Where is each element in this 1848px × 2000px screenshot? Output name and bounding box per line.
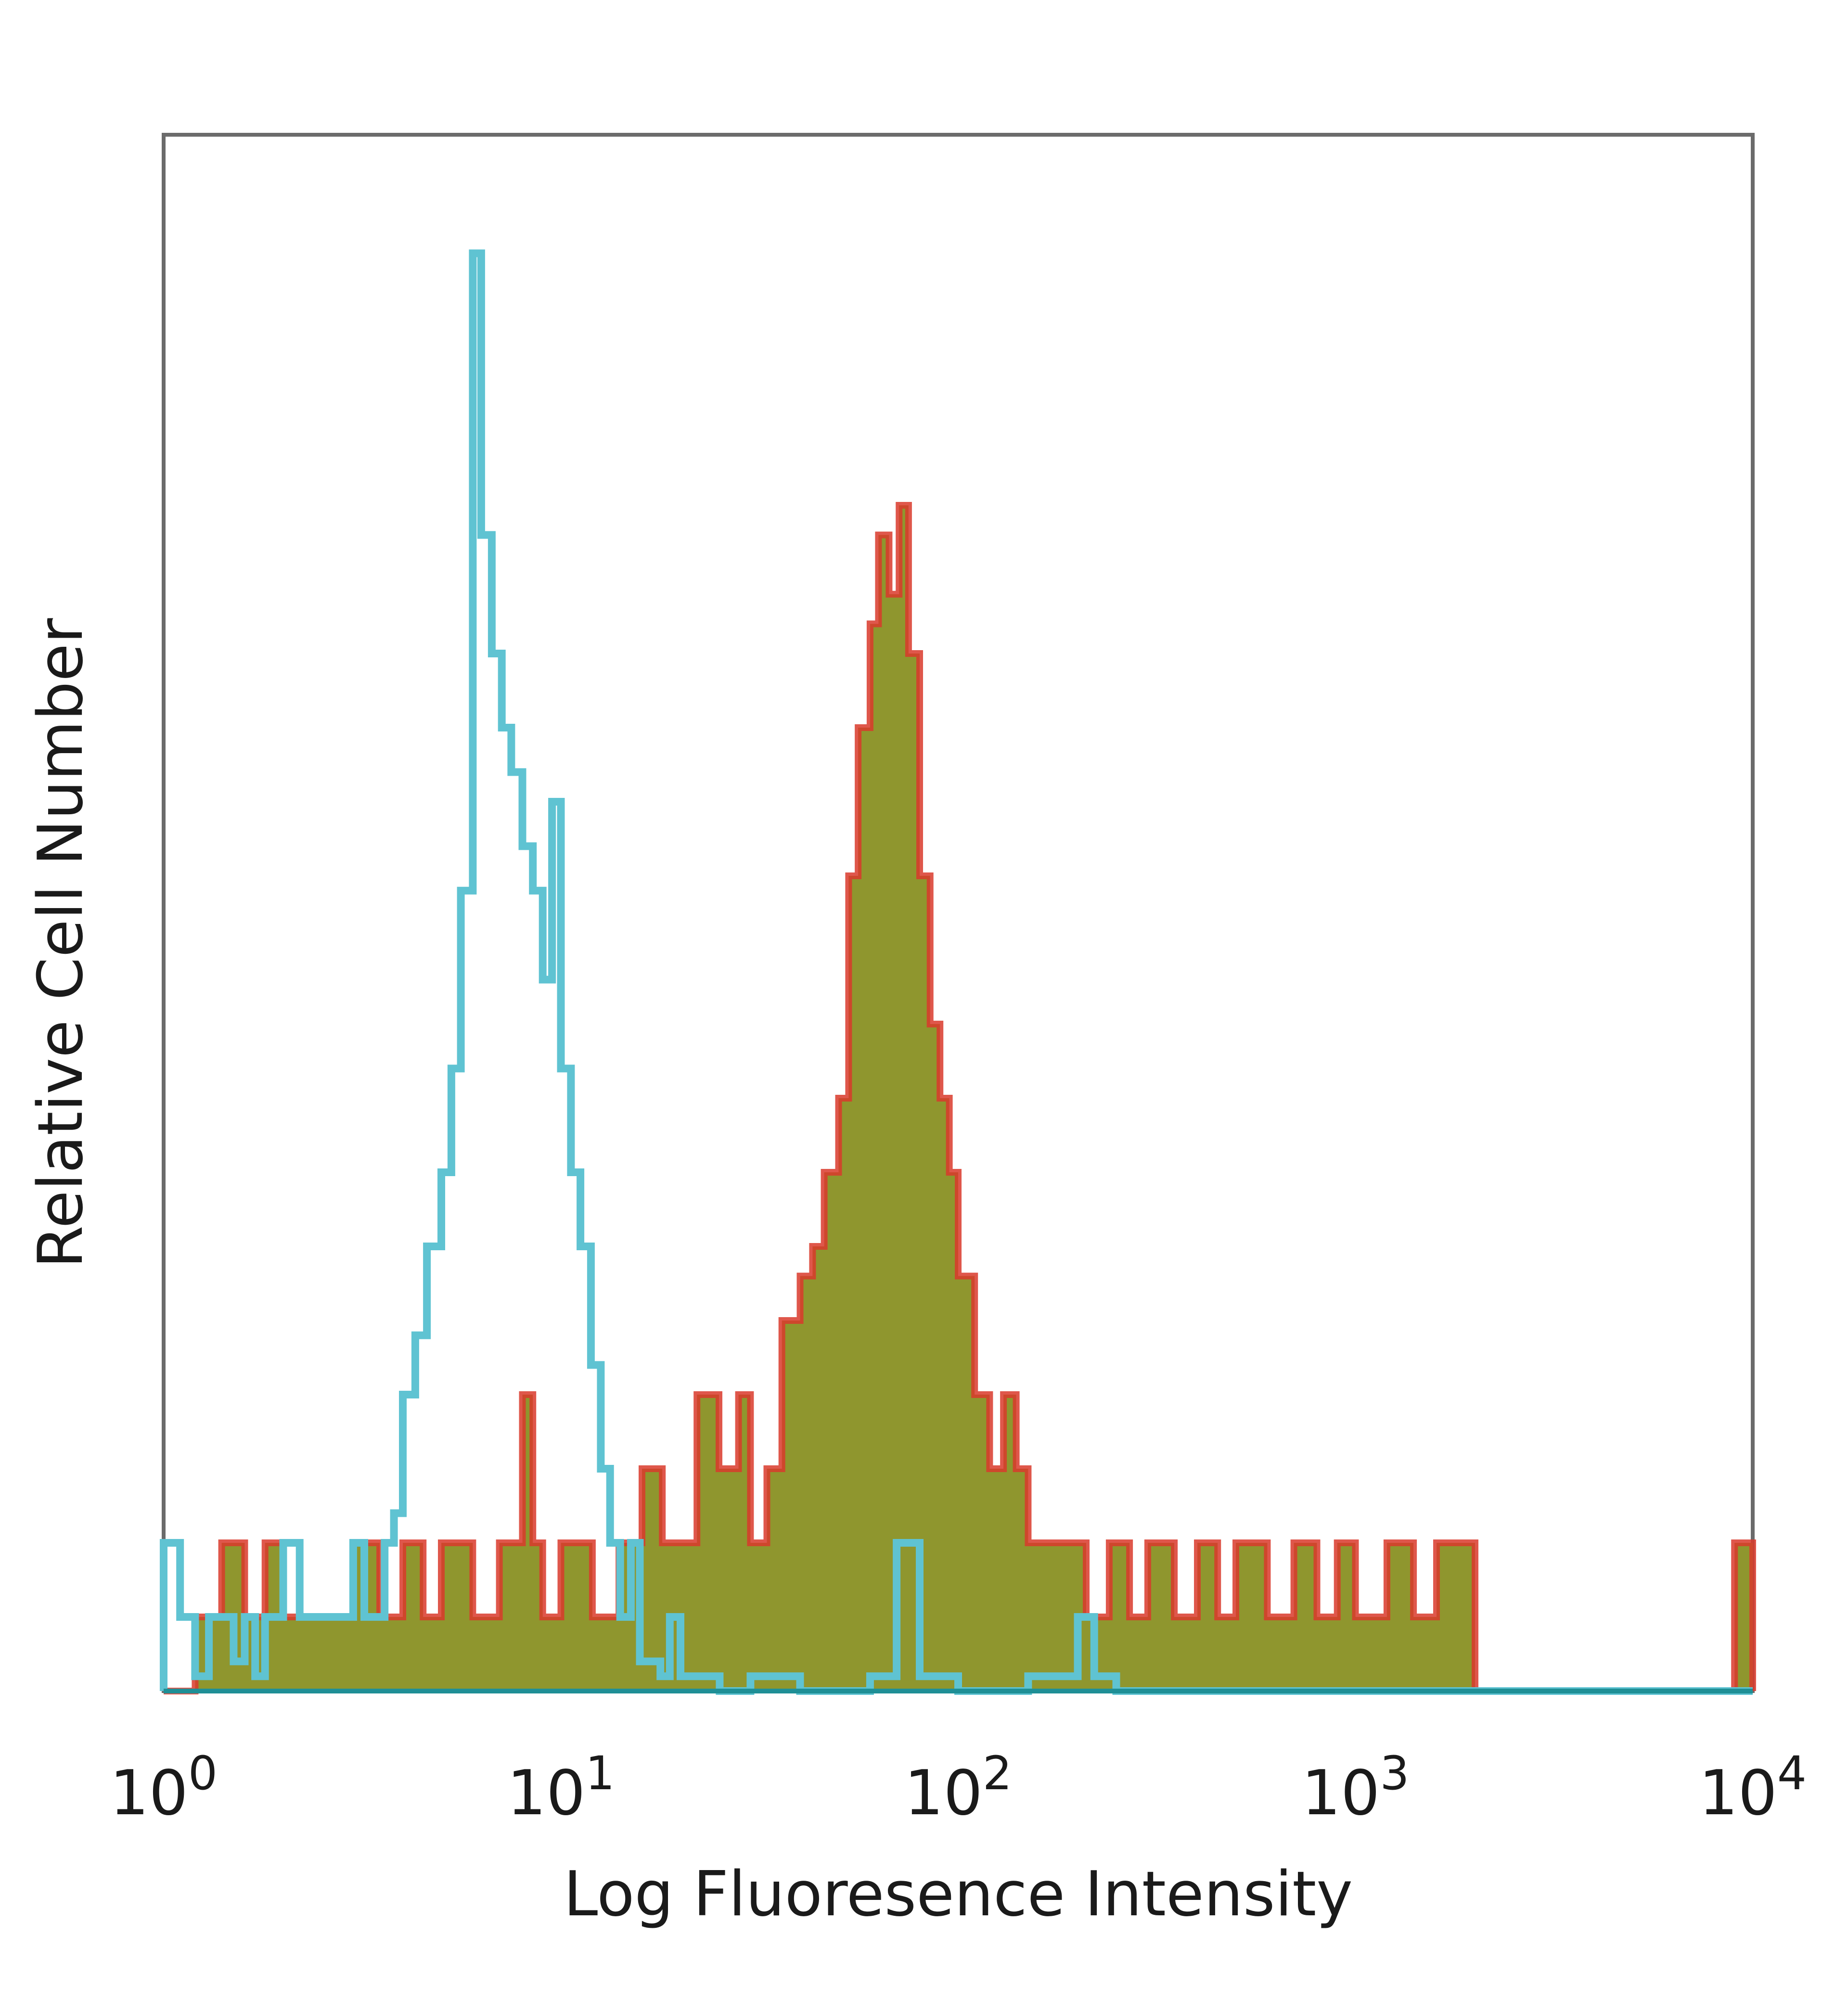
filled-histogram-outline: [164, 502, 1756, 1694]
filled-histogram-series: [164, 502, 1756, 1694]
x-tick-label: 103: [1302, 1746, 1410, 1829]
x-tick-exponent: 1: [585, 1746, 615, 1800]
filled-histogram-area: [164, 505, 1753, 1691]
x-tick-label: 100: [110, 1746, 218, 1829]
x-tick-base: 10: [110, 1757, 188, 1829]
x-axis-title: Log Fluoresence Intensity: [564, 1859, 1353, 1930]
x-tick-base: 10: [904, 1757, 983, 1829]
x-tick-base: 10: [1699, 1757, 1777, 1829]
x-tick-exponent: 2: [983, 1746, 1012, 1800]
y-axis-title: Relative Cell Number: [25, 618, 97, 1268]
x-tick-label: 104: [1699, 1746, 1807, 1829]
x-tick-exponent: 4: [1777, 1746, 1807, 1800]
x-tick-label: 101: [507, 1746, 615, 1829]
x-tick-exponent: 3: [1380, 1746, 1409, 1800]
x-tick-exponent: 0: [188, 1746, 218, 1800]
x-tick-base: 10: [507, 1757, 586, 1829]
x-tick-base: 10: [1302, 1757, 1380, 1829]
x-tick-label: 102: [904, 1746, 1012, 1829]
